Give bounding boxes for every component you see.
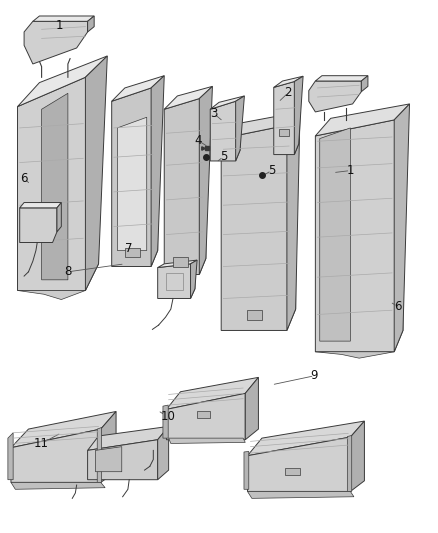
Text: 5: 5 (268, 164, 275, 177)
Polygon shape (166, 377, 258, 409)
Polygon shape (20, 203, 61, 208)
Polygon shape (18, 56, 107, 107)
Polygon shape (18, 77, 99, 290)
Polygon shape (199, 86, 212, 274)
Polygon shape (173, 257, 188, 266)
Polygon shape (164, 86, 212, 109)
Polygon shape (287, 112, 300, 330)
Polygon shape (279, 129, 289, 136)
Polygon shape (11, 482, 105, 489)
Polygon shape (315, 120, 403, 352)
Polygon shape (158, 264, 195, 298)
Polygon shape (274, 82, 299, 155)
Polygon shape (158, 260, 197, 268)
Polygon shape (315, 104, 410, 136)
Polygon shape (18, 290, 85, 300)
Polygon shape (236, 96, 244, 161)
Polygon shape (294, 76, 303, 155)
Polygon shape (274, 76, 303, 87)
Polygon shape (244, 451, 249, 489)
Text: 9: 9 (311, 369, 318, 382)
Polygon shape (320, 128, 350, 341)
Polygon shape (315, 352, 394, 358)
Polygon shape (117, 117, 147, 251)
Polygon shape (11, 411, 116, 448)
Polygon shape (158, 426, 169, 480)
Polygon shape (85, 56, 107, 290)
Text: 4: 4 (194, 134, 202, 147)
Polygon shape (88, 440, 158, 480)
Polygon shape (221, 125, 296, 330)
Polygon shape (95, 447, 122, 472)
Text: 1: 1 (55, 19, 63, 32)
Polygon shape (151, 76, 164, 266)
Polygon shape (247, 421, 364, 456)
Polygon shape (42, 93, 68, 280)
Polygon shape (361, 76, 368, 92)
Polygon shape (309, 81, 361, 112)
Text: 5: 5 (220, 150, 227, 163)
Text: 8: 8 (64, 265, 71, 278)
Text: 7: 7 (125, 243, 133, 255)
Text: 3: 3 (210, 107, 217, 120)
Text: 2: 2 (284, 86, 292, 99)
Text: 11: 11 (34, 437, 49, 450)
Polygon shape (247, 310, 262, 320)
Polygon shape (33, 16, 94, 21)
Polygon shape (245, 377, 258, 440)
Polygon shape (221, 112, 300, 139)
Polygon shape (394, 104, 410, 352)
Polygon shape (247, 491, 354, 498)
Polygon shape (166, 393, 245, 440)
Polygon shape (350, 421, 364, 491)
Polygon shape (8, 433, 13, 480)
Polygon shape (24, 21, 88, 64)
Polygon shape (11, 429, 101, 482)
Text: 6: 6 (394, 300, 402, 313)
Polygon shape (191, 260, 197, 298)
Polygon shape (164, 99, 206, 274)
Polygon shape (163, 405, 168, 438)
Text: 6: 6 (20, 172, 28, 185)
Polygon shape (20, 208, 57, 243)
Polygon shape (57, 203, 61, 232)
Polygon shape (197, 411, 210, 418)
Polygon shape (112, 76, 164, 101)
Polygon shape (88, 16, 94, 32)
Polygon shape (101, 411, 116, 482)
Polygon shape (347, 435, 352, 491)
Polygon shape (88, 426, 169, 450)
Polygon shape (210, 96, 244, 109)
Text: 10: 10 (160, 410, 175, 423)
Text: 1: 1 (346, 164, 354, 177)
Polygon shape (210, 101, 240, 161)
Polygon shape (247, 437, 350, 491)
Polygon shape (112, 88, 158, 266)
Polygon shape (169, 438, 245, 443)
Polygon shape (285, 468, 300, 475)
Polygon shape (315, 76, 368, 81)
Polygon shape (125, 248, 140, 257)
Polygon shape (97, 427, 102, 482)
